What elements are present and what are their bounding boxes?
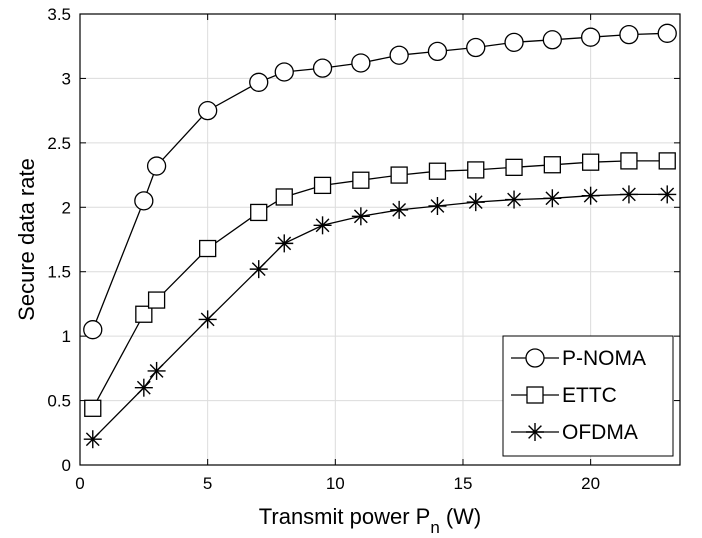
data-point-ettc: [275, 188, 293, 206]
legend-marker-p-noma: [525, 348, 545, 368]
data-point-p-noma: [542, 30, 562, 50]
data-point-p-noma: [657, 23, 677, 43]
data-point-p-noma: [504, 32, 524, 52]
data-point-p-noma: [146, 156, 167, 176]
data-point-ettc: [620, 152, 638, 170]
plot-area: [79, 13, 681, 466]
data-point-ofdma: [351, 207, 370, 226]
data-point-ofdma: [619, 185, 638, 204]
y-axis-title: Secure data rate: [14, 158, 39, 321]
data-point-ofdma: [147, 361, 166, 380]
legend-label-p-noma: P-NOMA: [562, 347, 646, 370]
axis-ticks: 0 5 10 15 20 0 0.5 1 1.5 2 2.5 3 3.5: [47, 5, 680, 493]
data-point-ettc: [390, 166, 408, 184]
data-point-ettc: [135, 305, 153, 323]
data-point-ettc: [352, 171, 370, 189]
y-tick-label: 3: [62, 69, 71, 88]
data-point-p-noma: [134, 191, 154, 211]
data-point-ettc: [313, 176, 332, 195]
data-point-ettc: [543, 156, 561, 174]
data-point-p-noma: [427, 41, 448, 62]
legend-marker-ettc: [526, 386, 544, 404]
data-point-p-noma: [198, 100, 218, 121]
data-point-ofdma: [581, 186, 600, 205]
data-point-p-noma: [580, 27, 601, 47]
y-tick-label: 1.5: [47, 263, 71, 282]
data-point-p-noma: [83, 320, 103, 340]
data-point-ettc: [147, 291, 166, 309]
data-point-p-noma: [312, 58, 333, 78]
legend-label-ofdma: OFDMA: [562, 421, 638, 444]
data-point-ofdma: [466, 193, 485, 212]
y-tick-label: 2: [62, 198, 71, 217]
data-point-ofdma: [198, 310, 217, 329]
legend: P-NOMA ETTC OFDMA: [502, 335, 674, 457]
y-tick-label: 2.5: [47, 134, 71, 153]
data-point-p-noma: [466, 37, 486, 58]
data-point-ettc: [581, 153, 600, 171]
data-point-ettc: [250, 203, 268, 222]
x-tick-label: 10: [326, 474, 345, 493]
data-point-p-noma: [249, 72, 269, 92]
y-tick-label: 1: [62, 327, 71, 346]
data-point-ettc: [84, 399, 102, 417]
x-axis-title: Transmit power Pn (W): [259, 504, 481, 537]
x-axis-title-main: Transmit power P: [259, 504, 431, 529]
y-tick-label: 0.5: [47, 392, 71, 411]
data-point-ofdma: [313, 216, 332, 235]
x-tick-label: 20: [581, 474, 600, 493]
x-tick-label: 0: [75, 474, 84, 493]
y-tick-label: 3.5: [47, 5, 71, 24]
data-point-p-noma: [351, 53, 371, 73]
data-point-p-noma: [619, 24, 639, 45]
data-point-ettc: [505, 158, 523, 176]
legend-marker-ofdma: [526, 423, 544, 441]
x-axis-title-subscript: n: [430, 518, 439, 537]
data-series: [83, 23, 677, 449]
x-tick-label: 5: [203, 474, 212, 493]
data-point-ofdma: [390, 200, 409, 219]
y-tick-label: 0: [62, 456, 71, 475]
data-point-ettc: [467, 161, 485, 179]
series-line-ettc: [92, 160, 668, 409]
data-point-ofdma: [428, 196, 447, 215]
data-point-p-noma: [389, 45, 409, 65]
data-point-ofdma: [543, 189, 562, 208]
series-line-ofdma: [92, 193, 668, 440]
data-point-ettc: [199, 239, 217, 258]
data-point-p-noma: [274, 62, 294, 82]
data-point-ofdma: [134, 378, 153, 397]
data-point-ofdma: [83, 430, 102, 449]
data-point-ofdma: [505, 190, 524, 209]
data-point-ettc: [658, 152, 676, 170]
data-point-ofdma: [658, 185, 677, 204]
legend-label-ettc: ETTC: [562, 384, 617, 407]
x-axis-title-unit: (W): [446, 504, 481, 529]
series-line-p-noma: [92, 32, 668, 330]
data-point-ofdma: [275, 234, 294, 253]
x-tick-label: 15: [454, 474, 473, 493]
data-point-ettc: [428, 162, 447, 180]
data-point-ofdma: [249, 260, 268, 279]
